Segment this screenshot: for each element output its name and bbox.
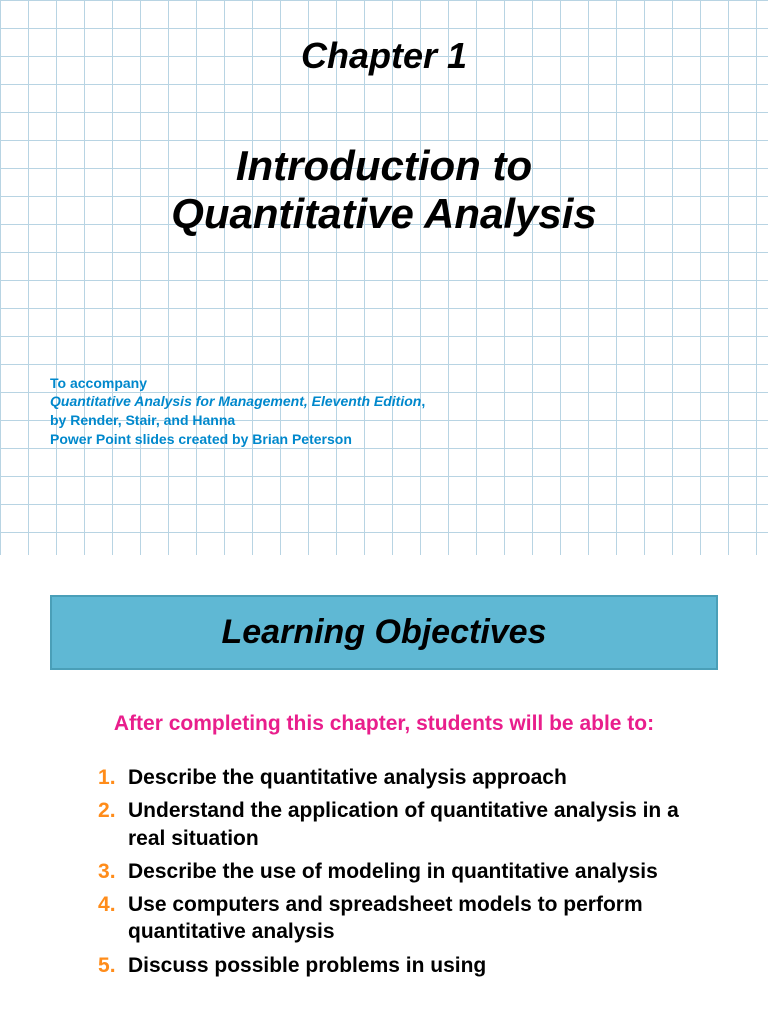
book-title: Quantitative Analysis for Management bbox=[50, 393, 304, 409]
main-title-line2: Quantitative Analysis bbox=[171, 190, 597, 237]
objectives-list: Describe the quantitative analysis appro… bbox=[50, 764, 718, 979]
objective-item: Describe the quantitative analysis appro… bbox=[98, 764, 718, 791]
objectives-banner-label: Learning Objectives bbox=[222, 613, 547, 651]
attribution-line2: Quantitative Analysis for Management, El… bbox=[50, 392, 718, 411]
book-edition: , Eleventh Edition bbox=[304, 393, 421, 409]
main-title-line1: Introduction to bbox=[236, 142, 532, 189]
attribution-authors: by Render, Stair, and Hanna bbox=[50, 411, 718, 430]
objective-item: Discuss possible problems in using bbox=[98, 952, 718, 979]
chapter-label: Chapter 1 bbox=[50, 35, 718, 77]
objective-item: Understand the application of quantitati… bbox=[98, 797, 718, 852]
attribution-line1: To accompany bbox=[50, 374, 718, 393]
attribution-block: To accompany Quantitative Analysis for M… bbox=[50, 374, 718, 450]
objectives-banner: Learning Objectives bbox=[50, 595, 718, 670]
objective-item: Use computers and spreadsheet models to … bbox=[98, 891, 718, 946]
slide-objectives: Learning Objectives After completing thi… bbox=[0, 555, 768, 1024]
objectives-intro: After completing this chapter, students … bbox=[50, 712, 718, 736]
attribution-credits: Power Point slides created by Brian Pete… bbox=[50, 430, 718, 449]
attribution-comma: , bbox=[421, 393, 425, 409]
slide-title: Chapter 1 Introduction to Quantitative A… bbox=[0, 0, 768, 555]
objective-item: Describe the use of modeling in quantita… bbox=[98, 858, 718, 885]
main-title: Introduction to Quantitative Analysis bbox=[50, 142, 718, 239]
